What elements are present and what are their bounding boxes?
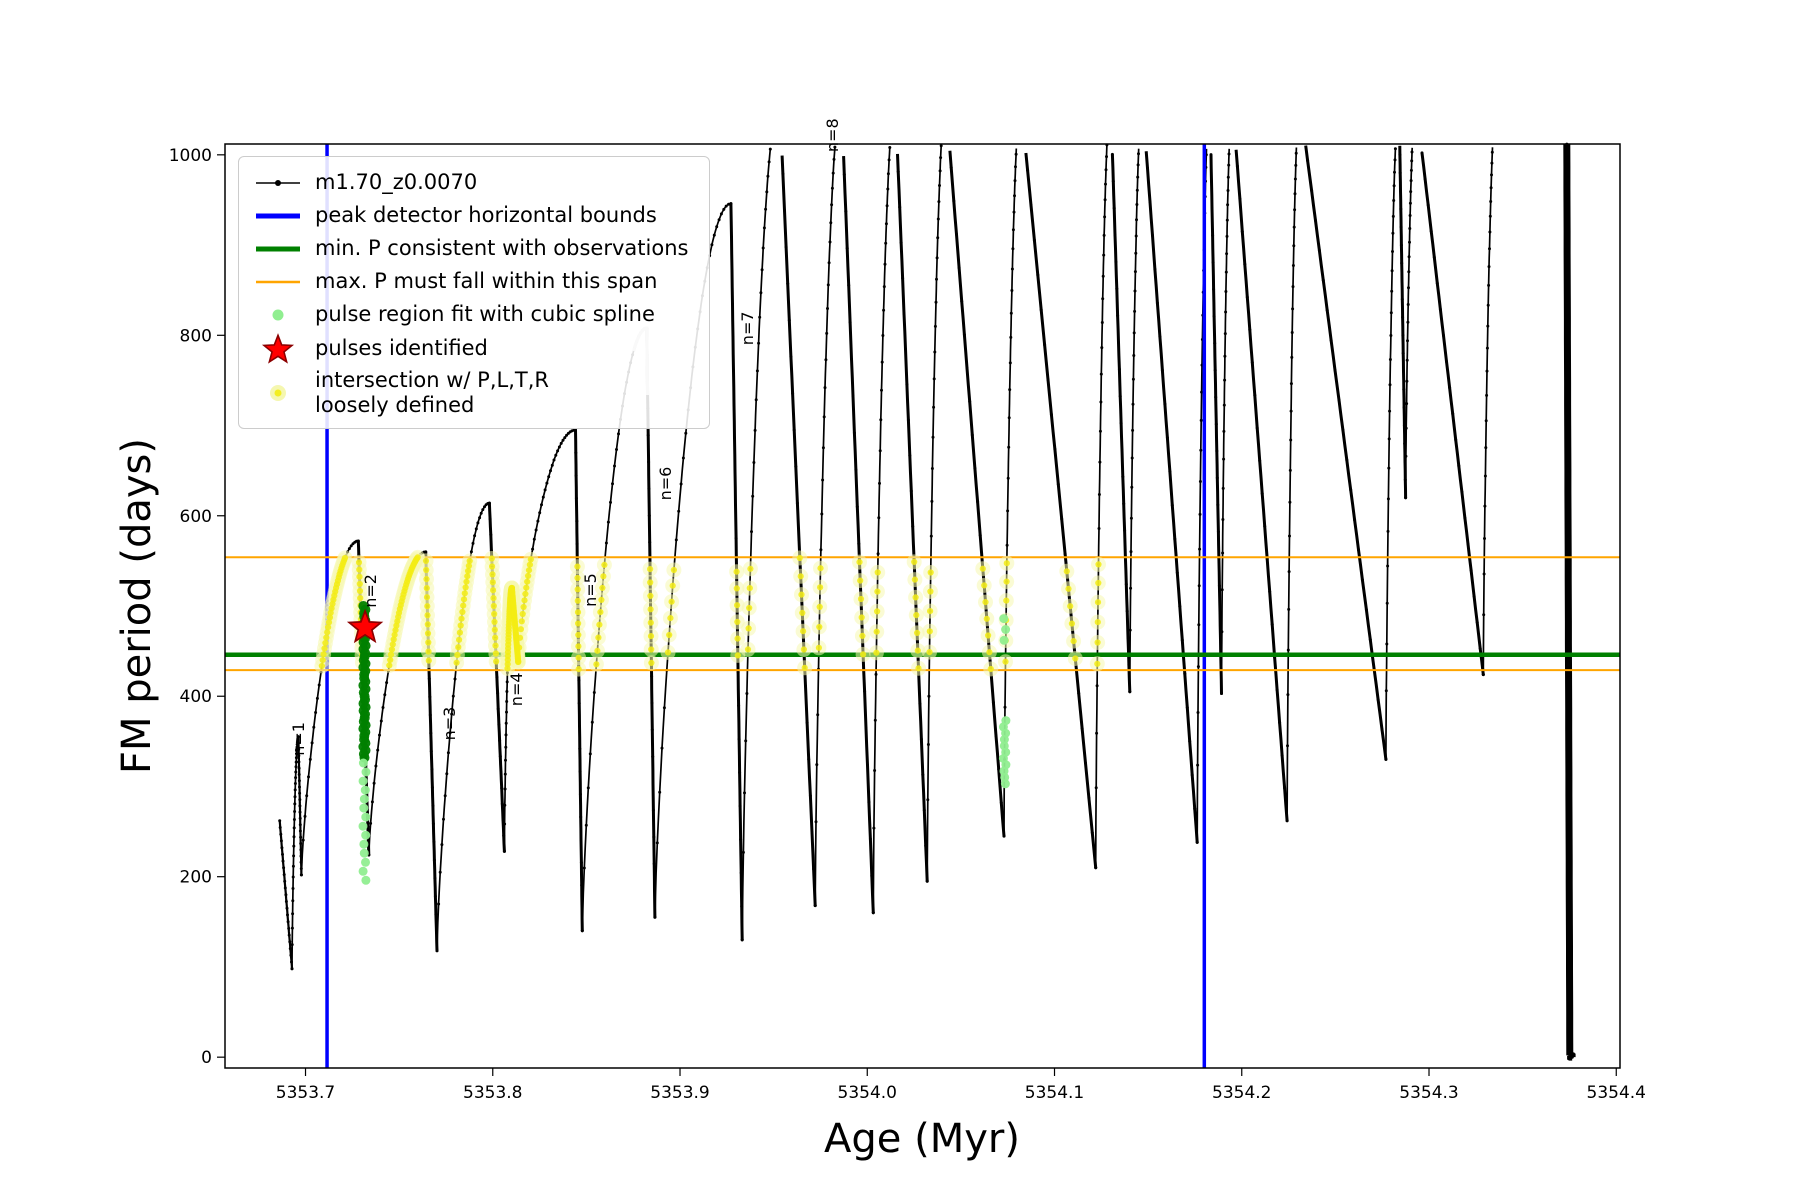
legend-label-spline-region: pulse region fit with cubic spline — [315, 301, 655, 326]
pulse-annotation: n=3 — [440, 707, 459, 741]
x-axis-label: Age (Myr) — [824, 1116, 1020, 1162]
pulse-star-icon — [346, 608, 384, 644]
legend-label-series: m1.70_z0.0070 — [315, 169, 478, 194]
x-tick-label: 5354.0 — [838, 1083, 897, 1103]
x-tick-label: 5354.1 — [1025, 1083, 1084, 1103]
legend-label-max-span: max. P must fall within this span — [315, 268, 658, 293]
pulse-annotation: n=2 — [361, 574, 380, 608]
x-tick-label: 5353.8 — [463, 1083, 522, 1103]
legend-label-peak-bounds: peak detector horizontal bounds — [315, 202, 657, 227]
legend-item-max-span: max. P must fall within this span — [253, 266, 695, 297]
legend-green-dot-icon — [272, 309, 284, 320]
x-tick-label: 5354.4 — [1587, 1083, 1646, 1103]
pulse-annotation: n=7 — [738, 311, 757, 345]
pulse-annotation: n=5 — [581, 573, 600, 607]
legend-line-marker-icon — [256, 179, 300, 186]
y-axis-label: FM period (days) — [114, 438, 160, 774]
x-tick-label: 5353.9 — [650, 1083, 709, 1103]
legend-label-min-period: min. P consistent with observations — [315, 235, 689, 260]
legend-item-spline-region: pulse region fit with cubic spline — [253, 299, 695, 330]
legend-yellow-dot-icon — [270, 385, 286, 402]
legend-orange-line-icon — [256, 280, 300, 283]
axes: 5353.7 5353.8 5353.9 5354.0 5354.1 5354.2 5354… — [169, 143, 1646, 1103]
x-tick-label: 5354.2 — [1212, 1083, 1271, 1103]
x-tick-label: 5353.7 — [276, 1083, 335, 1103]
pulse-annotation: n=6 — [656, 467, 675, 501]
y-tick-label: 400 — [180, 687, 212, 707]
legend-blue-line-icon — [256, 213, 300, 218]
legend: m1.70_z0.0070 peak detector horizontal b… — [238, 156, 710, 430]
legend-item-peak-bounds: peak detector horizontal bounds — [253, 200, 695, 231]
legend-item-min-period: min. P consistent with observations — [253, 233, 695, 264]
pulse-annotation: n=1 — [289, 722, 308, 756]
legend-label-intersection: intersection w/ P,L,T,R loosely defined — [315, 368, 549, 418]
legend-green-line-icon — [256, 246, 300, 251]
legend-item-pulses: pulses identified — [253, 332, 695, 366]
pulse-annotation: n=4 — [507, 672, 526, 706]
legend-item-intersection: intersection w/ P,L,T,R loosely defined — [253, 368, 695, 418]
legend-star-icon — [261, 333, 295, 364]
intersection-bright-dots — [318, 554, 1102, 673]
y-tick-label: 200 — [180, 868, 212, 888]
x-tick-label: 5354.3 — [1399, 1083, 1458, 1103]
y-tick-label: 1000 — [169, 146, 212, 166]
y-tick-label: 800 — [180, 326, 212, 346]
legend-label-pulses: pulses identified — [315, 336, 488, 361]
y-tick-label: 0 — [201, 1048, 212, 1068]
pulse-annotation: n=8 — [823, 118, 842, 152]
y-tick-label: 600 — [180, 507, 212, 527]
legend-item-series: m1.70_z0.0070 — [253, 167, 695, 198]
pulse-stars — [346, 608, 384, 644]
